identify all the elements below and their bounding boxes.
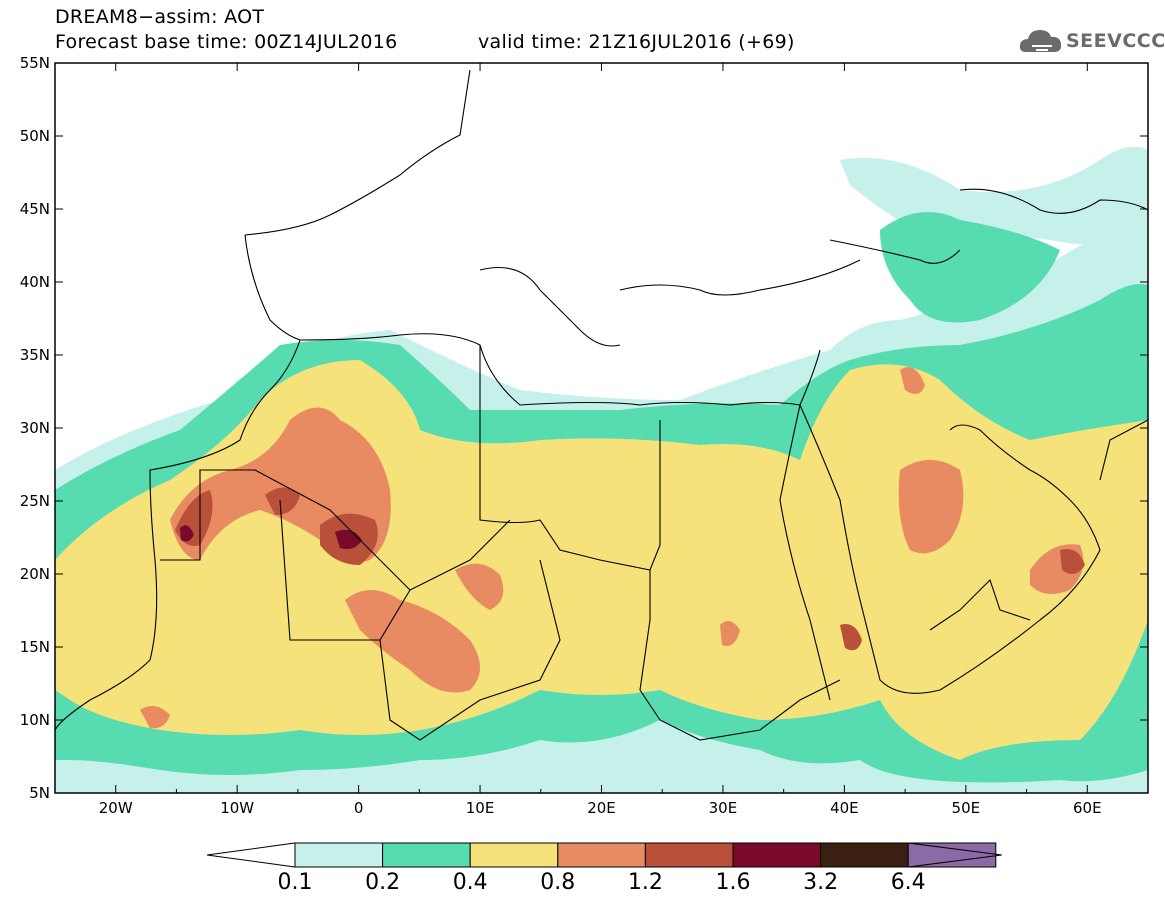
- lat-label: 35N: [20, 346, 50, 364]
- lat-label: 45N: [20, 200, 50, 218]
- aot-contour-0.8-arabia: [898, 460, 964, 554]
- colorbar-segment: [382, 842, 471, 868]
- longitude-labels: 20W 10W 0 10E 20E 30E 40E 50E 60E: [99, 799, 1102, 817]
- aot-contour-1.2-red-sea: [840, 624, 862, 651]
- lat-label: 50N: [20, 127, 50, 145]
- lon-label: 40E: [830, 799, 859, 817]
- lon-label: 60E: [1073, 799, 1102, 817]
- lat-label: 5N: [29, 784, 50, 802]
- aot-contour-0.2-caspian: [880, 212, 1060, 323]
- logo-text: SEEVCCC: [1066, 30, 1165, 52]
- colorbar-label: 0.4: [452, 870, 488, 895]
- colorbar-segment: [294, 842, 384, 868]
- lon-label: 0: [354, 799, 364, 817]
- colorbar-segment: [820, 842, 909, 868]
- colorbar-label: 0.8: [540, 870, 576, 895]
- colorbar-under-triangle: [206, 842, 296, 868]
- colorbar-over-triangle: [907, 842, 1002, 868]
- lon-label: 30E: [709, 799, 738, 817]
- lat-label: 30N: [20, 419, 50, 437]
- latitude-labels: 55N 50N 45N 40N 35N 30N 25N 20N 15N 10N 5N: [20, 54, 50, 802]
- aot-contour-1.2-algeria: [265, 487, 300, 515]
- colorbar-segment: [644, 842, 734, 868]
- lat-label: 55N: [20, 54, 50, 72]
- lat-label: 25N: [20, 492, 50, 510]
- colorbar-label: 1.6: [715, 870, 751, 895]
- lon-label: 10E: [466, 799, 495, 817]
- valid-time: valid time: 21Z16JUL2016 (+69): [478, 31, 795, 53]
- lon-label: 20W: [99, 799, 133, 817]
- aot-contour-0.8-guinea: [140, 706, 170, 729]
- colorbar-segment: [469, 842, 559, 868]
- forecast-base-time: Forecast base time: 00Z14JUL2016: [55, 31, 398, 53]
- lon-label: 10W: [220, 799, 254, 817]
- seevccc-logo: SEEVCCC: [1018, 24, 1165, 58]
- lat-label: 40N: [20, 273, 50, 291]
- chart-title: DREAM8−assim: AOT: [55, 6, 265, 28]
- aot-contour-1.2-oman: [1060, 549, 1085, 574]
- lon-label: 20E: [587, 799, 616, 817]
- aot-contour-0.8-libya: [455, 563, 504, 610]
- colorbar-label: 0.1: [277, 870, 313, 895]
- colorbar-label: 3.2: [803, 870, 839, 895]
- lat-label: 15N: [20, 638, 50, 656]
- lon-label: 50E: [952, 799, 981, 817]
- colorbar-segment: [732, 842, 822, 868]
- colorbar-label: 1.2: [627, 870, 663, 895]
- axis-ticks: [54, 62, 1149, 794]
- aot-contour-0.8-sudan: [720, 621, 740, 646]
- lat-label: 10N: [20, 711, 50, 729]
- coastlines: [55, 69, 1148, 741]
- aot-contour-0.8-iraq: [900, 367, 925, 394]
- cloud-icon: [1019, 30, 1062, 52]
- aot-contour-0.8-sahel: [345, 590, 480, 693]
- colorbar-label: 6.4: [890, 870, 926, 895]
- lat-label: 20N: [20, 565, 50, 583]
- colorbar-segment: [557, 842, 646, 868]
- colorbar-label: 0.2: [365, 870, 401, 895]
- aot-contour-1.6-mauritania: [180, 525, 194, 542]
